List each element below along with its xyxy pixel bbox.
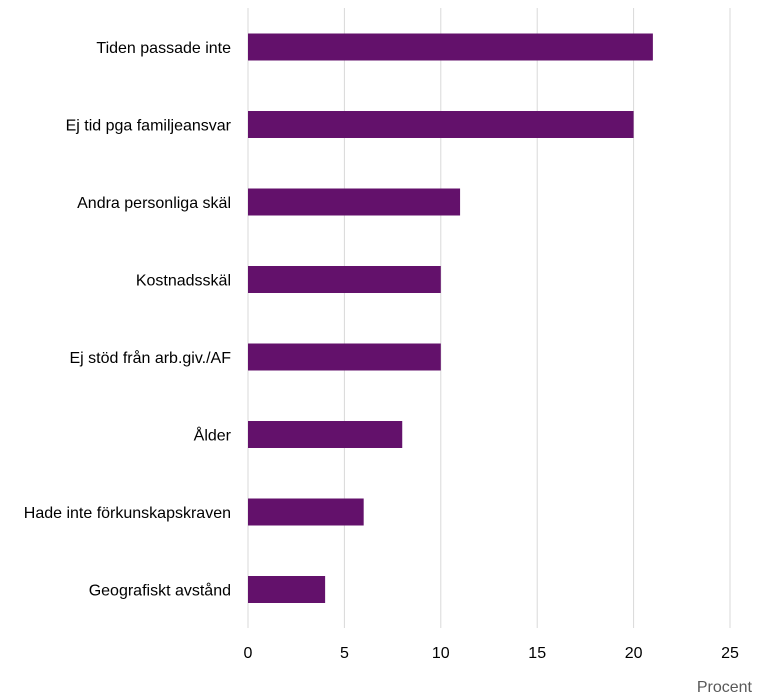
gridlines [247, 8, 731, 628]
bar [248, 266, 441, 293]
bar [248, 576, 326, 603]
category-label: Hade inte förkunskapskraven [24, 505, 231, 522]
category-labels: Tiden passade inte Ej tid pga familjeansv… [24, 40, 232, 600]
x-tick-label: 15 [528, 645, 546, 662]
bar [248, 421, 403, 448]
x-tick-label: 0 [244, 645, 253, 662]
category-label: Kostnadsskäl [136, 273, 231, 290]
category-label: Geografiskt avstånd [89, 582, 231, 600]
category-label: Ej tid pga familjeansvar [66, 118, 232, 135]
category-label: Ej stöd från arb.giv./AF [69, 349, 231, 367]
category-label: Ålder [194, 426, 232, 445]
bar [248, 498, 364, 526]
x-tick-label: 5 [340, 645, 349, 662]
category-label: Andra personliga skäl [77, 195, 231, 212]
x-tick-labels: 0 5 10 15 20 25 [244, 645, 739, 662]
bars [248, 33, 653, 603]
bar [248, 188, 461, 216]
x-tick-label: 25 [721, 645, 739, 662]
category-label: Tiden passade inte [96, 40, 231, 57]
bar [248, 343, 441, 371]
x-axis-title: Procent [697, 679, 753, 695]
x-tick-label: 10 [432, 645, 450, 662]
x-tick-label: 20 [625, 645, 643, 662]
bar [248, 111, 634, 138]
bar [248, 33, 653, 61]
